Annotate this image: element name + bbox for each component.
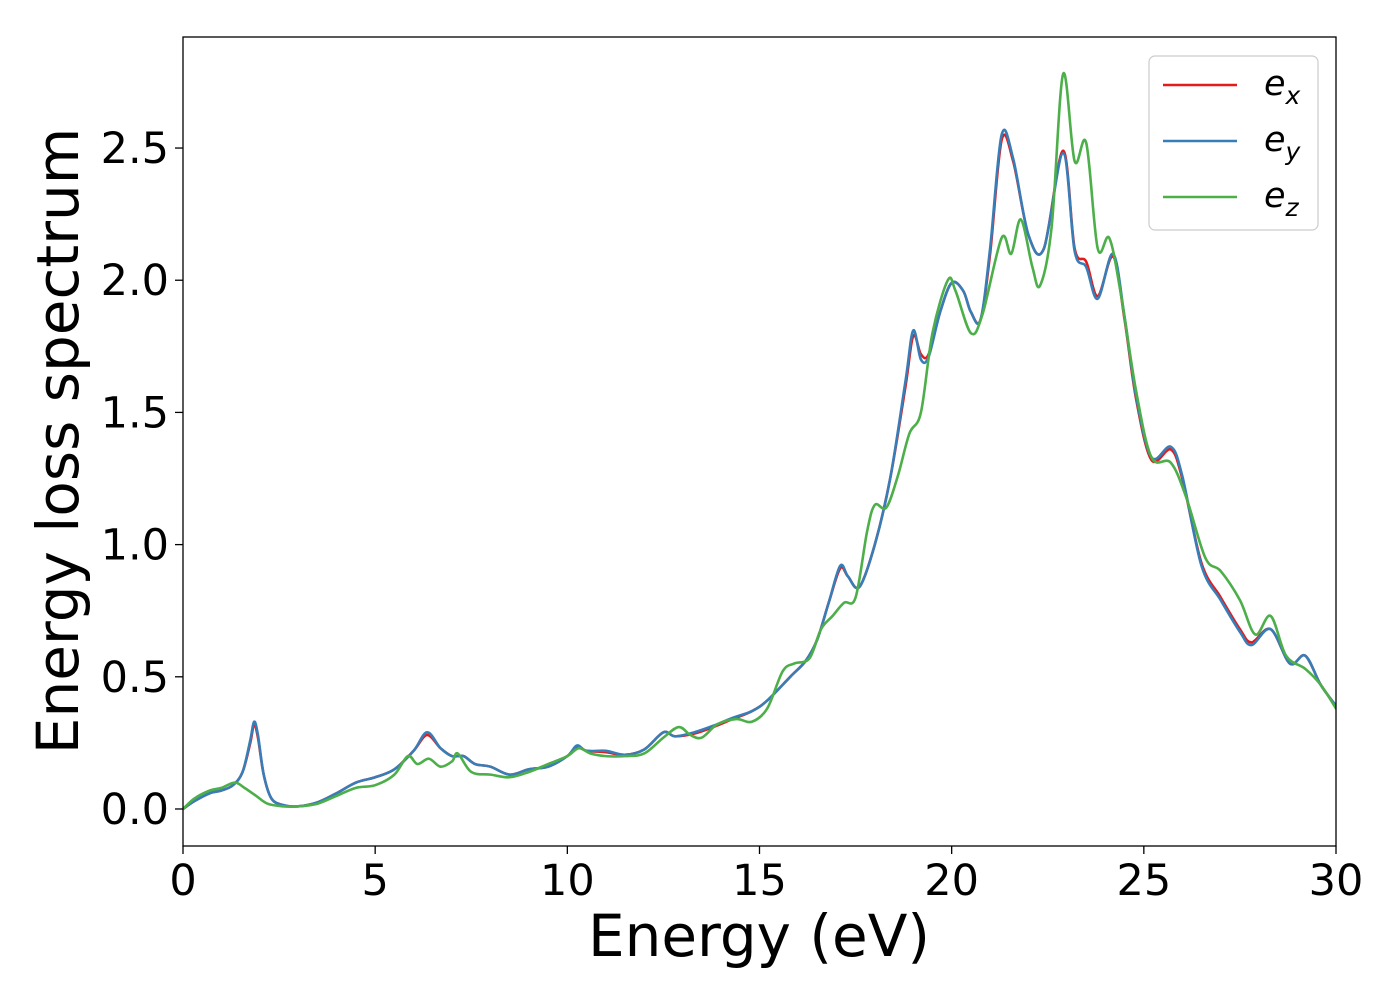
series-line-ey (183, 128, 1336, 811)
y-tick-label: 0.5 (101, 653, 169, 703)
x-tick-label: 30 (1309, 856, 1364, 906)
y-tick-label: 2.5 (101, 124, 169, 174)
x-tick-label: 0 (169, 856, 196, 906)
series-line-ez (183, 72, 1336, 811)
y-tick-label: 1.0 (101, 521, 169, 571)
x-tick-label: 15 (732, 856, 787, 906)
y-axis: 0.0 0.5 1.0 1.5 2.0 2.5 (101, 124, 183, 835)
legend: ex ey ez (1148, 55, 1319, 231)
x-axis-label: Energy (eV) (588, 902, 930, 970)
x-tick-label: 25 (1116, 856, 1171, 906)
y-tick-label: 0.0 (101, 785, 169, 835)
y-tick-label: 1.5 (101, 388, 169, 438)
legend-box (1148, 55, 1319, 231)
legend-label-ez: ez (1264, 176, 1300, 222)
x-axis: 0 5 10 15 20 25 30 (169, 846, 1363, 906)
x-tick-label: 20 (924, 856, 979, 906)
legend-label-ey: ey (1264, 120, 1302, 166)
y-axis-label: Energy loss spectrum (24, 128, 92, 754)
x-tick-label: 10 (540, 856, 595, 906)
legend-label-ex: ex (1264, 64, 1301, 110)
y-tick-label: 2.0 (101, 256, 169, 306)
x-tick-label: 5 (361, 856, 388, 906)
